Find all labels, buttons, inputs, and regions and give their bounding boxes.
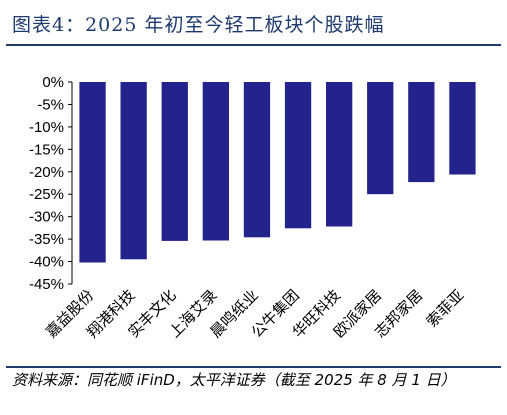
y-tick-label: -40%: [29, 254, 64, 271]
bar-0: [79, 82, 106, 263]
x-category-label: 索菲亚: [423, 286, 468, 331]
y-axis: 0% -5% -10% -15% -20% -25% -30% -35% -40% -45%: [29, 74, 73, 293]
y-tick-label: -20%: [29, 164, 64, 181]
y-tick-label: -30%: [29, 209, 64, 226]
bar-5: [284, 82, 312, 229]
bar-8: [408, 82, 435, 183]
y-tick-label: -35%: [29, 231, 64, 248]
source-divider: [6, 366, 501, 368]
bar-2: [161, 82, 188, 241]
y-tick-label: -15%: [29, 141, 64, 158]
bar-3: [202, 82, 229, 241]
title-divider: [6, 44, 501, 46]
bars: [79, 82, 476, 263]
y-tick-label: -5%: [37, 96, 64, 113]
bar-6: [326, 82, 353, 227]
chart-title: 图表4：2025 年初至今轻工板块个股跌幅: [12, 14, 385, 36]
y-tick-label: -45%: [29, 276, 64, 293]
bar-4: [243, 82, 271, 238]
bar-7: [367, 82, 394, 195]
y-tick-label: 0%: [42, 74, 64, 91]
bar-9: [449, 82, 476, 175]
y-tick-label: -10%: [29, 119, 64, 136]
bar-chart: 0% -5% -10% -15% -20% -25% -30% -35% -40% -45% 嘉益…: [29, 74, 476, 341]
y-tick-label: -25%: [29, 186, 64, 203]
source-note: 资料来源：同花顺 iFinD，太平洋证券（截至 2025 年 8 月 1 日）: [12, 371, 456, 389]
bar-1: [120, 82, 147, 260]
